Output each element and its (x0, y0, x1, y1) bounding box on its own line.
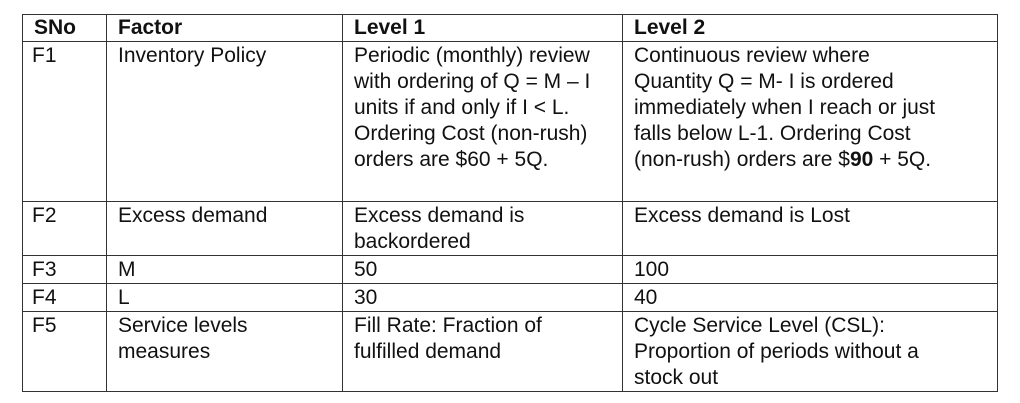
cell-line: falls below L-1. Ordering Cost (634, 122, 911, 145)
cell-level-2: Continuous review where Quantity Q = M- … (622, 41, 998, 202)
cell-sno: F2 (22, 201, 107, 256)
cost-suffix: + 5Q. (873, 148, 932, 171)
table-row: F1 Inventory Policy Periodic (monthly) r… (22, 41, 998, 202)
header-sno: SNo (22, 14, 107, 42)
cell-level-1: 50 (342, 255, 623, 284)
cell-line: Fill Rate: Fraction of (354, 314, 542, 337)
cell-line: Quantity Q = M- I is ordered (634, 70, 894, 93)
cell-line: stock out (634, 366, 719, 389)
cost-prefix: (non-rush) orders are $ (634, 148, 850, 171)
cell-line: fulfilled demand (354, 340, 502, 363)
cost-emphasis: 90 (849, 148, 874, 171)
cell-level-1: Fill Rate: Fraction of fulfilled demand (342, 311, 623, 392)
cell-line: orders are $60 + 5Q. (354, 148, 549, 171)
cell-line: Ordering Cost (non-rush) (354, 122, 588, 145)
table-row: F4 L 30 40 (22, 283, 998, 312)
cell-line: Excess demand is (354, 204, 525, 227)
cell-line: Cycle Service Level (CSL): (634, 314, 885, 337)
cell-sno: F1 (22, 41, 107, 202)
cell-level-1: Excess demand is backordered (342, 201, 623, 256)
table-row: F3 M 50 100 (22, 255, 998, 284)
cell-line: Continuous review where (634, 44, 870, 67)
table-header-row: SNo Factor Level 1 Level 2 (22, 14, 998, 42)
header-level-2: Level 2 (622, 14, 998, 42)
cell-line: Proportion of periods without a (634, 340, 919, 363)
cell-line: with ordering of Q = M – I (354, 70, 591, 93)
cell-factor: M (106, 255, 343, 284)
cell-line: (non-rush) orders are $90 + 5Q. (634, 147, 993, 173)
cell-line: measures (118, 340, 211, 363)
cell-level-2: Cycle Service Level (CSL): Proportion of… (622, 311, 998, 392)
cell-line: immediately when I reach or just (634, 96, 936, 119)
cell-level-2: 40 (622, 283, 998, 312)
cell-line: units if and only if I < L. (354, 96, 570, 119)
cell-sno: F4 (22, 283, 107, 312)
cell-level-2: 100 (622, 255, 998, 284)
cell-level-1: Periodic (monthly) review with ordering … (342, 41, 623, 202)
cell-sno: F3 (22, 255, 107, 284)
cell-line: Excess demand is Lost (634, 204, 850, 227)
cell-level-2: Excess demand is Lost (622, 201, 998, 256)
cell-level-1: 30 (342, 283, 623, 312)
cell-line: backordered (354, 230, 471, 253)
cell-sno: F5 (22, 311, 107, 392)
table-row: F2 Excess demand Excess demand is backor… (22, 201, 998, 256)
cell-factor: Excess demand (106, 201, 343, 256)
cell-factor: Inventory Policy (106, 41, 343, 202)
factor-levels-table: SNo Factor Level 1 Level 2 F1 Inventory … (22, 14, 998, 392)
header-level-1: Level 1 (342, 14, 623, 42)
table-row: F5 Service levels measures Fill Rate: Fr… (22, 311, 998, 392)
cell-factor: L (106, 283, 343, 312)
cell-line: Periodic (monthly) review (354, 44, 590, 67)
cell-line: Service levels (118, 314, 248, 337)
cell-factor: Service levels measures (106, 311, 343, 392)
header-factor: Factor (106, 14, 343, 42)
